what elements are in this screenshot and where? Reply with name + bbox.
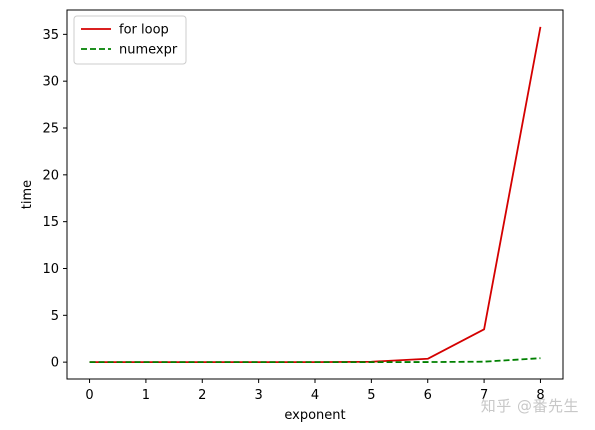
y-tick-label: 15	[42, 215, 59, 230]
y-tick-label: 25	[42, 122, 59, 137]
y-tick-label: 10	[42, 262, 59, 277]
legend-label: for loop	[119, 23, 169, 38]
series-lines-layer	[89, 26, 542, 364]
legend-label: numexpr	[119, 43, 178, 58]
y-tick-label: 20	[42, 168, 59, 183]
x-tick-label: 6	[424, 388, 432, 403]
plot-frame	[66, 9, 564, 380]
y-tick-label: 0	[51, 356, 59, 371]
x-tick-label: 8	[536, 388, 544, 403]
x-tick-label: 3	[254, 388, 262, 403]
x-axis-label: exponent	[284, 408, 345, 423]
y-axis-label: time	[20, 180, 35, 209]
x-tick-label: 7	[480, 388, 488, 403]
watermark: 知乎 @番先生	[480, 397, 579, 415]
ticks-layer: 0 1 2 3 4 5 6 7 8 0 5 10 15 20 25 30 35	[42, 28, 544, 403]
series-line-numexpr	[89, 357, 541, 364]
x-tick-label: 4	[311, 388, 319, 403]
x-tick-label: 5	[367, 388, 375, 403]
y-tick-label: 5	[51, 309, 59, 324]
y-tick-label: 35	[42, 28, 59, 43]
x-tick-label: 2	[198, 388, 206, 403]
x-tick-label: 0	[85, 388, 93, 403]
y-tick-label: 30	[42, 75, 59, 90]
legend-box	[73, 15, 187, 65]
legend: for loop numexpr	[73, 15, 187, 65]
series-line-for-loop	[89, 26, 542, 364]
x-tick-label: 1	[142, 388, 150, 403]
